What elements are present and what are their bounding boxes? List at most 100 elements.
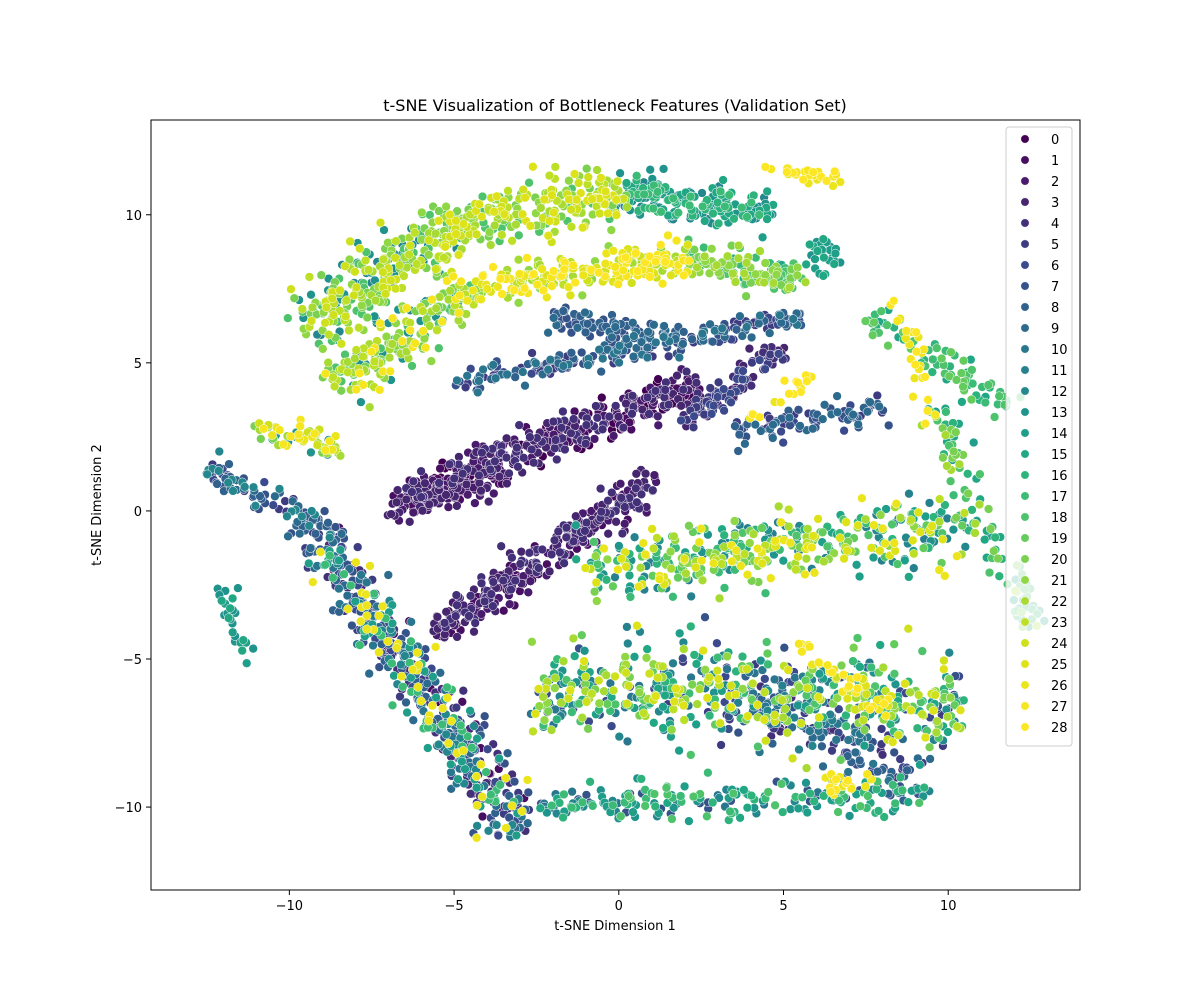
scatter-point [862,769,872,779]
scatter-point [463,490,473,500]
scatter-point [523,587,533,597]
scatter-point [752,700,763,710]
scatter-point [853,419,863,430]
scatter-point [730,689,741,700]
scatter-point [520,381,530,391]
scatter-point [648,203,658,214]
scatter-point [777,695,787,705]
scatter-point [631,483,641,493]
scatter-point [679,554,690,564]
scatter-point [648,543,659,554]
scatter-point [543,365,553,375]
scatter-point [818,234,828,244]
scatter-point [624,570,635,581]
scatter-point [852,633,863,643]
scatter-point [883,341,893,351]
scatter-point [620,502,630,512]
scatter-point [350,353,360,364]
scatter-point [878,662,888,673]
scatter-point [621,178,632,188]
scatter-point [679,781,690,792]
scatter-point [510,372,520,382]
scatter-point [223,613,234,623]
scatter-point [674,745,684,756]
scatter-point [240,482,250,492]
scatter-point [761,736,771,746]
scatter-point [736,561,746,571]
scatter-point [739,785,749,795]
scatter-point [552,714,562,725]
scatter-point [679,700,689,711]
scatter-point [451,590,462,600]
scatter-point [657,279,668,289]
scatter-point [274,484,285,494]
scatter-point [658,702,668,712]
scatter-point [830,248,841,259]
scatter-point [782,728,792,738]
scatter-point [983,380,993,390]
scatter-point [768,278,779,288]
scatter-point [334,583,344,594]
scatter-point [472,783,482,793]
scatter-point [793,700,803,711]
scatter-point [889,747,899,758]
scatter-point [719,384,729,394]
scatter-point [392,643,402,653]
scatter-point [809,568,820,578]
scatter-point [651,337,661,348]
scatter-point [676,791,686,801]
scatter-point [451,229,461,239]
scatter-point [869,520,879,530]
scatter-point [755,246,765,256]
scatter-point [304,272,315,282]
scatter-point [383,238,393,248]
scatter-point [578,222,588,233]
scatter-point [453,250,464,260]
scatter-point [951,427,961,437]
scatter-point [622,736,633,747]
scatter-point [746,197,756,208]
scatter-point [268,500,278,510]
scatter-point [520,193,530,203]
scatter-point [439,253,449,263]
scatter-point [468,285,478,296]
scatter-point [534,563,544,573]
scatter-point [754,210,764,220]
scatter-point [903,624,913,634]
scatter-point [474,376,484,386]
scatter-point [669,696,680,707]
scatter-point [835,533,845,543]
scatter-point [420,478,430,488]
scatter-point [549,313,559,323]
scatter-point [654,574,665,584]
scatter-point [544,566,555,577]
scatter-point [814,712,824,723]
scatter-point [615,168,625,178]
scatter-point [731,545,741,556]
scatter-point [548,416,559,427]
scatter-point [304,521,314,531]
scatter-point [729,516,740,526]
scatter-point [648,485,658,495]
scatter-point [566,222,577,232]
scatter-point [925,754,935,764]
scatter-point [374,647,384,657]
scatter-point [552,454,562,465]
scatter-point [668,193,678,203]
scatter-point [472,821,482,831]
scatter-point [608,246,618,256]
scatter-point [549,535,560,545]
scatter-point [717,323,727,333]
scatter-point [686,591,696,602]
scatter-point [915,527,925,537]
scatter-point [800,277,811,287]
scatter-point [785,538,795,548]
scatter-point [418,326,428,336]
scatter-point [705,383,715,393]
scatter-point [794,639,804,649]
scatter-point [791,565,801,575]
scatter-point [726,702,736,712]
scatter-point [788,314,798,324]
scatter-point [496,541,506,551]
